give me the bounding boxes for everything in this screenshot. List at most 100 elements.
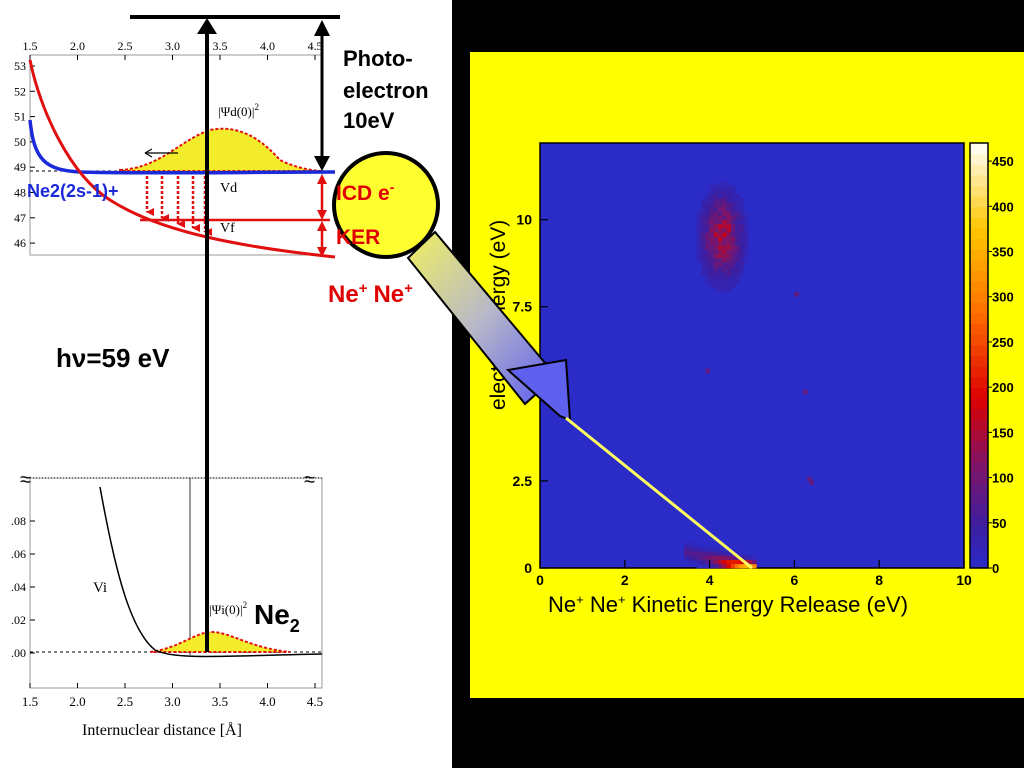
heatmap-cell [705,257,710,263]
heatmap-cell [730,194,736,199]
heatmap-cell [718,198,723,203]
heatmap-cell [722,206,727,212]
heatmap-cell [726,185,732,191]
heatmap-cell [743,211,749,216]
upper-x-tick-label: 2.0 [70,39,85,53]
colorbar-cell [970,440,988,452]
icd-arrow-bottom [317,210,327,220]
heatmap-cell [701,262,706,267]
heatmap-cell [722,228,727,233]
heatmap-cell [705,253,710,259]
heatmap-cell [743,228,749,233]
heatmap-cell [705,198,710,203]
heatmap-cell [705,551,710,556]
heatmap-cell [726,198,732,203]
heatmap-cell [705,270,710,276]
colorbar-cell [970,302,988,314]
photoelectron-line2: electron [343,78,429,103]
heatmap-cell [705,215,710,220]
heatmap-cell [743,232,749,237]
colorbar-tick-label: 100 [992,471,1014,486]
heatmap-cell [713,563,719,569]
heatmap-cell [688,555,694,560]
heatmap-cell [739,236,744,242]
break-mark-left: ≈ [20,469,31,491]
heatmap-cell [743,257,749,263]
vd-label: Vd [220,181,237,196]
heatmap-cell [743,555,749,560]
heatmap-cell [696,257,702,263]
heatmap-cell [713,257,719,263]
heatmap-cell [709,266,715,271]
heatmap-cell [718,245,723,250]
colorbar-cell [970,366,988,378]
heatmap-cell [688,559,694,565]
heatmap-cell [709,270,715,276]
heatmap-cell [730,219,736,225]
heatmap-cell [709,232,715,237]
heatmap-cell [726,279,732,284]
heatmap-cell [722,194,727,199]
heatmap-cell [726,219,732,225]
heatmap-x-tick-label: 4 [706,572,714,588]
upper-y-tick-label: 46 [14,236,26,250]
heatmap-cell [701,270,706,276]
heatmap-cell [696,559,702,565]
heatmap-cell [730,202,736,208]
upper-y-tick-label: 52 [14,84,26,98]
heatmap-cell [739,245,744,250]
lower-x-tick-label: 2.0 [69,694,85,709]
heatmap-cell [713,266,719,271]
heatmap-cell [739,563,744,569]
heatmap-cell [730,232,736,237]
vi-curve [99,486,323,658]
heatmap-cell [705,194,710,199]
heatmap-cell [692,555,698,560]
heatmap-cell [726,555,732,560]
lower-y-tick-label: .06 [11,547,26,561]
colorbar-cell [970,408,988,420]
heatmap-cell [709,228,715,233]
heatmap-cell [692,559,698,565]
heatmap-cell [701,253,706,259]
heatmap-cell [688,542,694,548]
ne-2: Ne [373,281,404,308]
colorbar-cell [970,334,988,346]
vf-red-curve [28,59,336,259]
heatmap-cell [726,189,732,195]
heatmap-cell [713,185,719,191]
heatmap-cell [718,283,723,288]
heatmap-cell [722,211,727,216]
heatmap-cell [722,185,727,191]
heatmap-cell [722,287,727,293]
colorbar-cell [970,206,988,218]
heatmap-cell [713,232,719,237]
photoelectron-line1: Photo- [343,46,413,71]
heatmap-cell [739,559,744,565]
heatmap-cell [713,219,719,225]
heatmap-cell [730,185,736,191]
colorbar-cell [970,249,988,261]
psi-d-sup: 2 [254,102,259,112]
colorbar-cell [970,504,988,516]
ne2-state-label: Ne2(2s-1)+ [27,181,119,201]
colorbar-ticks: 0 50 100 150 200 250 300 350 400 450 [988,154,1014,576]
heatmap-cell [730,236,736,242]
heatmap-cell [726,253,732,259]
heatmap-cell [726,206,732,212]
heatmap-x-ticks: 0 2 4 6 8 10 [536,560,972,588]
heatmap-cell [739,240,744,246]
colorbar-cell [970,174,988,187]
colorbar-cell [970,153,988,165]
break-mark-right: ≈ [304,469,315,491]
heatmap-cell [713,194,719,199]
colorbar-cell [970,419,988,431]
ne2-sub: 2 [290,616,300,636]
heatmap-cell [730,279,736,284]
heatmap-cell [735,257,740,263]
heatmap-cell [713,223,719,229]
xlabel-plus-2: + [618,592,626,607]
heatmap-cell [718,262,723,267]
vi-label: Vi [93,580,107,596]
